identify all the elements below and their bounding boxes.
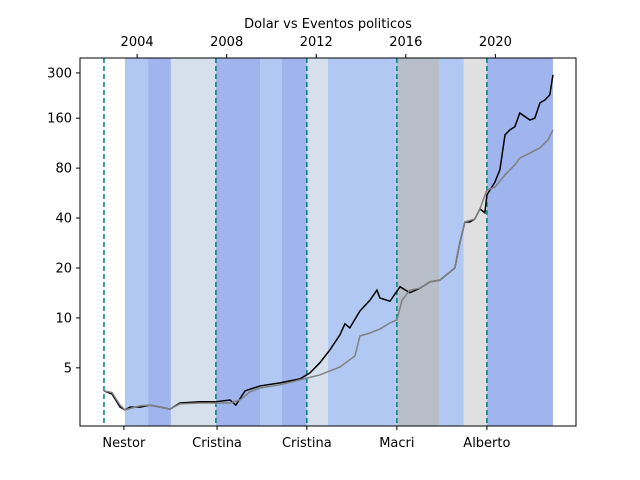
span [396,58,439,426]
span [306,58,328,426]
x-tick-label: 2012 [300,35,333,50]
y-tick-label: 300 [47,66,72,81]
series-line [103,129,554,411]
x-tick-label: Cristina [192,436,242,451]
span [170,58,216,426]
y-tick-label: 10 [55,311,72,326]
plot-frame [79,57,577,427]
y-tick-label: 20 [55,261,72,276]
span [125,58,149,426]
span [486,58,553,426]
x-tick-label: Alberto [463,436,510,451]
x-tick-label: 2016 [389,35,422,50]
x-tick-label: 2020 [479,35,512,50]
x-tick-label: Cristina [282,436,332,451]
span [215,58,261,426]
x-tick-label: 2004 [121,35,154,50]
span [281,58,307,426]
span [148,58,171,426]
chart-title: Dolar vs Eventos politicos [244,17,412,32]
y-tick-label: 40 [55,212,72,227]
series-line [103,74,554,411]
y-tick-label: 160 [47,112,72,127]
span [327,58,397,426]
y-tick-label: 80 [55,162,72,177]
span [463,58,487,426]
x-tick-label: Nestor [102,436,146,451]
x-tick-label: 2008 [210,35,243,50]
x-tick-label: Macri [379,436,414,451]
y-tick-label: 5 [64,361,72,376]
span [260,58,282,426]
